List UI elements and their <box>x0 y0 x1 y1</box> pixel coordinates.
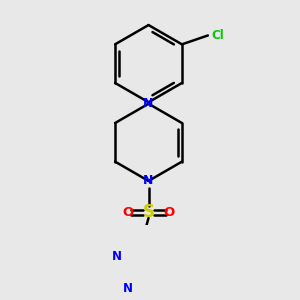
Text: N: N <box>143 97 154 110</box>
Text: N: N <box>122 282 133 295</box>
Text: Cl: Cl <box>211 29 224 42</box>
Text: N: N <box>112 250 122 263</box>
Text: S: S <box>142 203 154 221</box>
Text: O: O <box>122 206 134 219</box>
Text: N: N <box>143 174 154 188</box>
Text: O: O <box>164 206 175 219</box>
